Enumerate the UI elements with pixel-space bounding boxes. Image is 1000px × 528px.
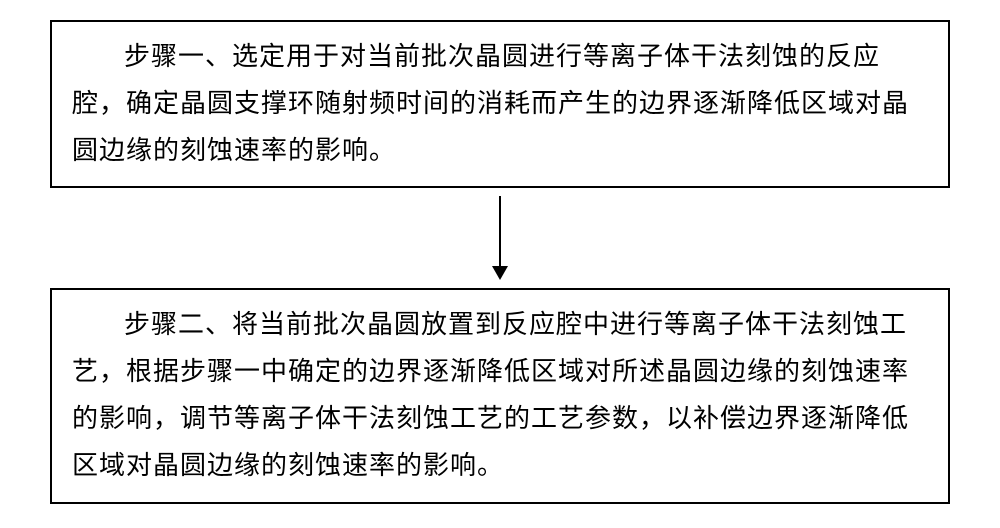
arrow-head-icon <box>492 266 508 280</box>
flowchart-step-2: 步骤二、将当前批次晶圆放置到反应腔中进行等离子体干法刻蚀工艺，根据步骤一中确定的… <box>50 288 950 503</box>
flowchart-step-1: 步骤一、选定用于对当前批次晶圆进行等离子体干法刻蚀的反应腔，确定晶圆支撑环随射频… <box>50 20 950 188</box>
step-1-text: 步骤一、选定用于对当前批次晶圆进行等离子体干法刻蚀的反应腔，确定晶圆支撑环随射频… <box>72 34 928 174</box>
flow-arrow <box>492 196 508 280</box>
arrow-line <box>499 196 501 266</box>
step-2-text: 步骤二、将当前批次晶圆放置到反应腔中进行等离子体干法刻蚀工艺，根据步骤一中确定的… <box>72 302 928 489</box>
